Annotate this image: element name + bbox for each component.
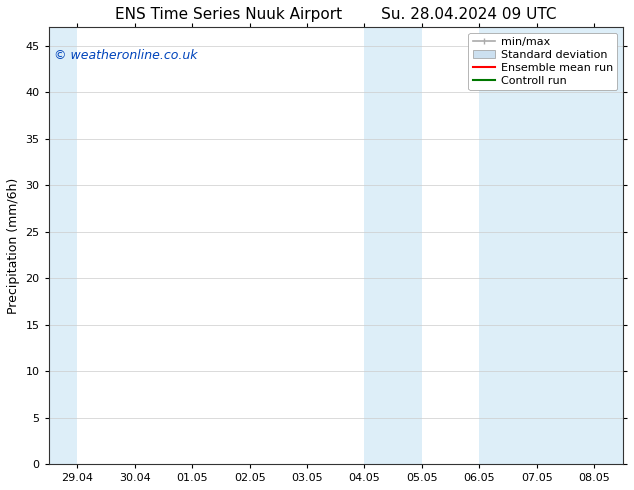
Legend: min/max, Standard deviation, Ensemble mean run, Controll run: min/max, Standard deviation, Ensemble me…	[469, 33, 618, 90]
Y-axis label: Precipitation (mm/6h): Precipitation (mm/6h)	[7, 177, 20, 314]
Title: ENS Time Series Nuuk Airport        Su. 28.04.2024 09 UTC: ENS Time Series Nuuk Airport Su. 28.04.2…	[115, 7, 557, 22]
Text: © weatheronline.co.uk: © weatheronline.co.uk	[55, 49, 198, 62]
Bar	[365, 27, 422, 464]
Bar	[479, 27, 623, 464]
Bar	[49, 27, 77, 464]
